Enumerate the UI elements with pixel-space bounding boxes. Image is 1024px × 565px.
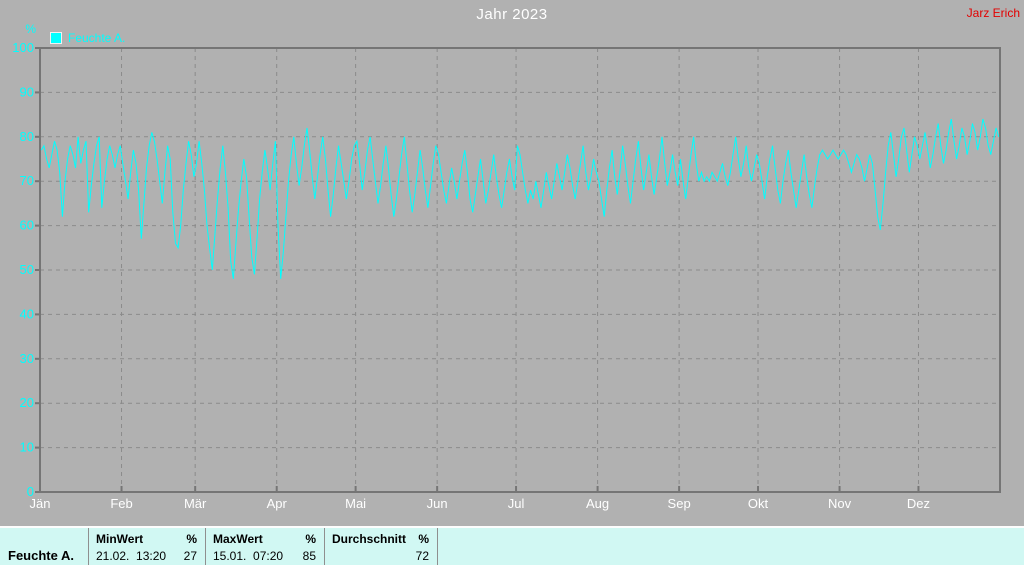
x-axis-month-label: Apr <box>267 496 288 511</box>
durchschnitt-header: Durchschnitt <box>332 531 407 546</box>
y-axis-label: 30 <box>20 351 34 366</box>
stats-col-minwert: MinWert % 21.02. 13:20 27 <box>88 528 206 565</box>
minwert-datetime: 21.02. 13:20 <box>96 548 167 563</box>
legend: Feuchte A. <box>50 31 125 45</box>
minwert-value: 27 <box>183 548 197 563</box>
legend-swatch-icon <box>50 32 62 44</box>
durchschnitt-unit: % <box>418 531 429 546</box>
y-axis-label: 20 <box>20 395 34 410</box>
x-axis-month-label: Feb <box>110 496 132 511</box>
y-axis-label: 80 <box>20 129 34 144</box>
stats-row-label: Feuchte A. <box>8 548 74 563</box>
y-axis-label: 90 <box>20 84 34 99</box>
y-axis-label: 40 <box>20 306 34 321</box>
y-axis-label: 10 <box>20 440 34 455</box>
humidity-series-line <box>40 118 1000 279</box>
stats-col-series: Feuchte A. <box>0 528 88 565</box>
y-axis-unit-label: % <box>25 22 36 36</box>
x-axis-month-label: Jul <box>508 496 525 511</box>
x-axis-month-label: Aug <box>586 496 609 511</box>
plot-border <box>39 47 1001 493</box>
x-axis-month-label: Dez <box>907 496 930 511</box>
stats-col-maxwert: MaxWert % 15.01. 07:20 85 <box>205 528 325 565</box>
x-axis-month-label: Jän <box>30 496 51 511</box>
minwert-header: MinWert <box>96 531 144 546</box>
y-axis-label: 0 <box>27 484 34 499</box>
y-axis-label: 70 <box>20 173 34 188</box>
x-axis-month-label: Okt <box>748 496 769 511</box>
maxwert-unit: % <box>305 531 316 546</box>
page-title: Jahr 2023 <box>476 6 548 23</box>
x-axis-month-label: Mai <box>345 496 366 511</box>
maxwert-header: MaxWert <box>213 531 263 546</box>
watermark-label: Jarz Erich <box>966 6 1020 20</box>
minwert-unit: % <box>186 531 197 546</box>
maxwert-value: 85 <box>302 548 316 563</box>
maxwert-datetime: 15.01. 07:20 <box>213 548 284 563</box>
x-axis-month-label: Mär <box>184 496 207 511</box>
legend-label: Feuchte A. <box>68 31 126 45</box>
x-axis-month-label: Sep <box>668 496 691 511</box>
stats-col-empty <box>437 528 1024 565</box>
humidity-year-chart: Jän Feb Mär Apr Mai Jun Jul Aug Sep Okt Nov Dez 0 10 2… <box>12 40 1001 511</box>
x-axis-month-label: Nov <box>828 496 852 511</box>
stats-col-durchschnitt: Durchschnitt % 72 <box>324 528 438 565</box>
durchschnitt-value: 72 <box>415 548 429 563</box>
x-axis-month-label: Jun <box>427 496 448 511</box>
y-axis-label: 60 <box>20 218 34 233</box>
y-axis-label: 100 <box>12 40 34 55</box>
y-axis-label: 50 <box>20 262 34 277</box>
stats-table: Feuchte A. MinWert % 21.02. 13:20 27 Max… <box>0 526 1024 565</box>
